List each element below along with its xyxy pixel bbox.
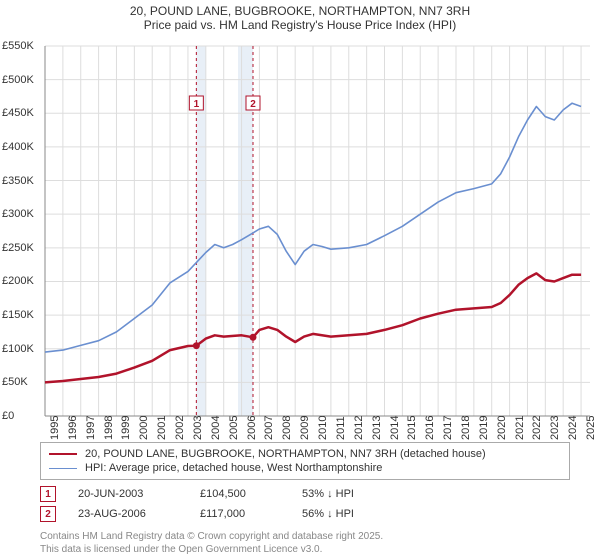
x-tick-label: 2015 xyxy=(406,416,418,440)
y-tick-label: £250K xyxy=(2,242,34,254)
sale-price: £104,500 xyxy=(200,488,280,500)
legend-label: HPI: Average price, detached house, West… xyxy=(85,462,382,474)
legend-swatch xyxy=(49,453,77,455)
x-tick-label: 1996 xyxy=(67,416,79,440)
x-tick-label: 2006 xyxy=(246,416,258,440)
sale-vs-hpi: 53% ↓ HPI xyxy=(302,488,354,500)
x-tick-label: 2001 xyxy=(156,416,168,440)
chart-title-sub: Price paid vs. HM Land Registry's House … xyxy=(0,18,600,36)
sale-date: 20-JUN-2003 xyxy=(78,488,178,500)
x-tick-label: 1999 xyxy=(120,416,132,440)
chart-area: 12 £0£50K£100K£150K£200K£250K£300K£350K£… xyxy=(0,36,600,436)
x-tick-label: 2010 xyxy=(317,416,329,440)
y-tick-label: £350K xyxy=(2,175,34,187)
x-tick-label: 2025 xyxy=(585,416,597,440)
y-tick-label: £550K xyxy=(2,40,34,52)
sale-price: £117,000 xyxy=(200,508,280,520)
legend-item: HPI: Average price, detached house, West… xyxy=(49,461,561,475)
legend: 20, POUND LANE, BUGBROOKE, NORTHAMPTON, … xyxy=(40,442,570,480)
x-tick-label: 1997 xyxy=(85,416,97,440)
x-tick-label: 1995 xyxy=(49,416,61,440)
sale-row: 2 23-AUG-2006 £117,000 56% ↓ HPI xyxy=(40,504,570,524)
y-tick-label: £200K xyxy=(2,275,34,287)
sale-vs-hpi: 56% ↓ HPI xyxy=(302,508,354,520)
sale-date: 23-AUG-2006 xyxy=(78,508,178,520)
x-tick-label: 2018 xyxy=(460,416,472,440)
x-tick-label: 2009 xyxy=(299,416,311,440)
chart-title-address: 20, POUND LANE, BUGBROOKE, NORTHAMPTON, … xyxy=(0,0,600,18)
sale-row: 1 20-JUN-2003 £104,500 53% ↓ HPI xyxy=(40,484,570,504)
y-tick-label: £100K xyxy=(2,343,34,355)
x-tick-label: 2021 xyxy=(514,416,526,440)
x-tick-label: 2011 xyxy=(335,416,347,440)
y-tick-label: £0 xyxy=(2,410,14,422)
y-tick-label: £400K xyxy=(2,141,34,153)
footer: Contains HM Land Registry data © Crown c… xyxy=(40,530,570,556)
footer-line: This data is licensed under the Open Gov… xyxy=(40,543,570,556)
legend-swatch xyxy=(49,468,77,469)
x-tick-label: 2019 xyxy=(478,416,490,440)
x-tick-label: 2000 xyxy=(138,416,150,440)
x-tick-label: 2012 xyxy=(353,416,365,440)
y-tick-label: £300K xyxy=(2,208,34,220)
x-tick-label: 2008 xyxy=(281,416,293,440)
chart-svg: 12 xyxy=(0,36,600,436)
sale-marker: 1 xyxy=(40,486,56,502)
footer-line: Contains HM Land Registry data © Crown c… xyxy=(40,530,570,543)
x-tick-label: 2014 xyxy=(389,416,401,440)
svg-text:2: 2 xyxy=(250,99,256,110)
x-tick-label: 2022 xyxy=(531,416,543,440)
x-tick-label: 2003 xyxy=(192,416,204,440)
sale-marker: 2 xyxy=(40,506,56,522)
x-tick-label: 2024 xyxy=(567,416,579,440)
x-tick-label: 2023 xyxy=(549,416,561,440)
x-tick-label: 2007 xyxy=(263,416,275,440)
x-tick-label: 2013 xyxy=(371,416,383,440)
legend-item: 20, POUND LANE, BUGBROOKE, NORTHAMPTON, … xyxy=(49,447,561,461)
x-tick-label: 2017 xyxy=(442,416,454,440)
sales-table: 1 20-JUN-2003 £104,500 53% ↓ HPI 2 23-AU… xyxy=(40,484,570,524)
svg-text:1: 1 xyxy=(194,99,200,110)
x-tick-label: 2016 xyxy=(424,416,436,440)
y-tick-label: £150K xyxy=(2,309,34,321)
legend-label: 20, POUND LANE, BUGBROOKE, NORTHAMPTON, … xyxy=(85,448,486,460)
x-tick-label: 2020 xyxy=(496,416,508,440)
x-tick-label: 2002 xyxy=(174,416,186,440)
y-tick-label: £50K xyxy=(2,376,28,388)
y-tick-label: £450K xyxy=(2,107,34,119)
x-tick-label: 2005 xyxy=(228,416,240,440)
y-tick-label: £500K xyxy=(2,74,34,86)
x-tick-label: 1998 xyxy=(103,416,115,440)
x-tick-label: 2004 xyxy=(210,416,222,440)
